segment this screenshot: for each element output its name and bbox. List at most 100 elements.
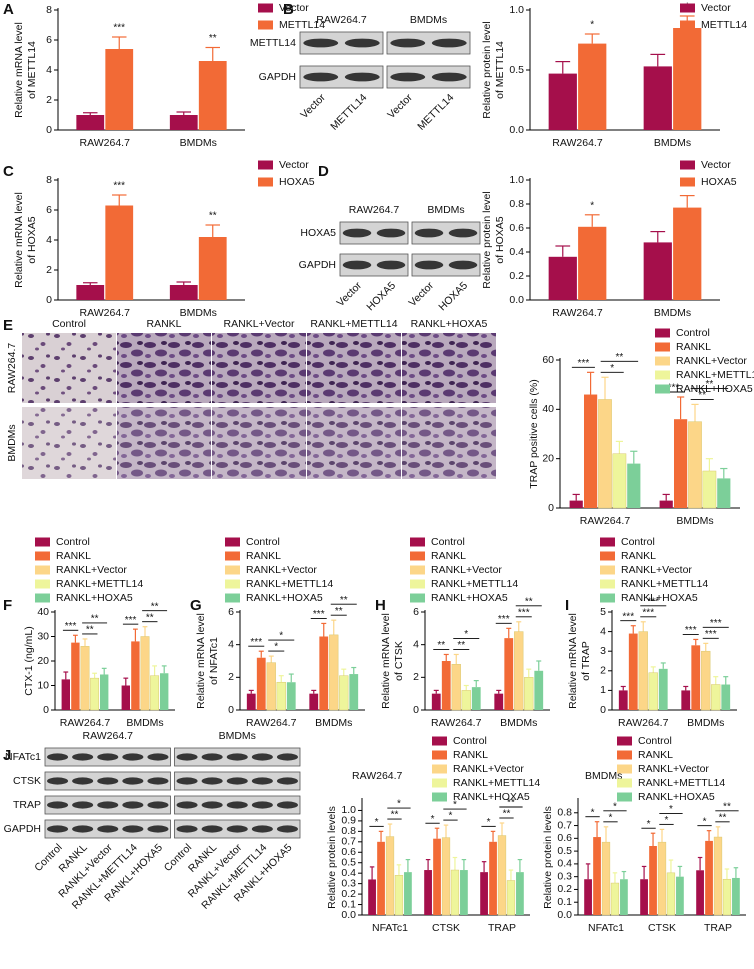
y-tick-label: 6: [413, 606, 419, 618]
bar: [450, 869, 460, 916]
bar: [584, 879, 592, 915]
y-tick-label: 1.0: [509, 174, 524, 186]
y-tick-label: 4: [228, 638, 234, 650]
y-tick-label: 40: [37, 606, 49, 618]
x-tick-label: NFATc1: [588, 922, 624, 934]
blot-band: [72, 801, 94, 809]
blot-lane-label: Vector: [385, 91, 415, 121]
x-tick-label: RAW264.7: [80, 137, 131, 149]
blot-band: [72, 753, 94, 761]
bar: [76, 115, 105, 130]
x-tick-label: BMDMs: [676, 515, 713, 527]
bar: [506, 880, 516, 916]
bar: [61, 679, 70, 710]
bar: [431, 693, 441, 710]
bar: [504, 638, 514, 710]
y-tick-label: 0.5: [341, 857, 356, 869]
blot-band: [147, 825, 169, 833]
blot-group-label: BMDMs: [219, 730, 256, 742]
bar: [246, 693, 256, 710]
blot-band: [276, 777, 298, 785]
blot-lane-label: HOXA5: [364, 279, 398, 313]
bar: [160, 673, 169, 710]
micrograph: [402, 407, 496, 479]
blot-band: [303, 38, 339, 48]
significance: **: [146, 612, 154, 623]
significance: ***: [685, 625, 697, 636]
bar: [80, 646, 90, 711]
legend-swatch: [617, 750, 632, 760]
y-tick-label: 1.0: [509, 4, 524, 16]
micrograph: [402, 333, 496, 403]
bar: [339, 675, 349, 711]
chart-title: BMDMs: [585, 770, 622, 782]
x-tick-label: BMDMs: [654, 137, 691, 149]
legend-swatch: [600, 593, 615, 603]
blot-band: [251, 777, 273, 785]
significance: *: [487, 817, 491, 828]
panel-label: G: [190, 597, 202, 614]
y-tick-label: 0.8: [509, 198, 524, 210]
y-axis-label: of HOXA5: [26, 216, 38, 263]
bar: [711, 684, 721, 711]
blot-band: [147, 777, 169, 785]
x-tick-label: RAW264.7: [552, 307, 603, 319]
legend-swatch: [410, 579, 425, 589]
legend-label: Vector: [279, 159, 309, 171]
legend-swatch: [600, 551, 615, 561]
legend-label: RANKL+METTL14: [431, 578, 518, 590]
x-tick-label: RAW264.7: [618, 717, 669, 729]
bar: [319, 636, 329, 710]
legend-label: Control: [453, 735, 487, 747]
bar: [732, 877, 740, 915]
y-tick-label: 1: [600, 684, 606, 696]
micrograph: [212, 407, 306, 479]
blot-band: [201, 753, 223, 761]
bar: [169, 285, 198, 300]
blot-band: [431, 72, 467, 82]
bar: [681, 690, 691, 710]
bar: [643, 242, 672, 300]
significance: *: [375, 817, 379, 828]
legend-swatch: [617, 792, 632, 802]
y-tick-label: 30: [37, 630, 49, 642]
bar: [309, 693, 319, 710]
blot-band: [201, 801, 223, 809]
blot-band: [344, 38, 380, 48]
significance: ***: [668, 383, 680, 394]
y-axis-label: Relative mRNA level: [195, 613, 207, 709]
y-tick-label: 0.9: [341, 815, 356, 827]
bar: [676, 876, 684, 915]
significance: *: [279, 631, 283, 642]
y-tick-label: 0.2: [509, 270, 524, 282]
bar: [658, 668, 668, 710]
bar: [433, 838, 441, 915]
blot-band: [122, 825, 144, 833]
legend-swatch: [410, 551, 425, 561]
y-axis-label: Relative protein level: [481, 191, 493, 288]
bar: [377, 841, 385, 915]
blot-lane-label: HOXA5: [436, 279, 470, 313]
bar: [659, 500, 673, 508]
legend-label: Control: [431, 536, 465, 548]
legend-label: Control: [676, 327, 710, 339]
x-tick-label: BMDMs: [180, 137, 217, 149]
significance: **: [209, 33, 217, 44]
y-tick-label: 8: [46, 174, 52, 186]
y-tick-label: 40: [542, 403, 554, 415]
bar: [713, 836, 723, 916]
blot-band: [147, 801, 169, 809]
y-tick-label: 0: [548, 502, 554, 514]
blot-strip: [299, 31, 384, 55]
y-tick-label: 0.2: [341, 888, 356, 900]
blot-band: [201, 777, 223, 785]
x-tick-label: CTSK: [648, 922, 676, 934]
blot-lane-label: METTL14: [415, 91, 456, 132]
bar: [131, 641, 140, 710]
x-tick-label: TRAP: [704, 922, 732, 934]
y-tick-label: 0.5: [557, 845, 572, 857]
blot-band: [97, 801, 119, 809]
bar: [702, 470, 717, 509]
